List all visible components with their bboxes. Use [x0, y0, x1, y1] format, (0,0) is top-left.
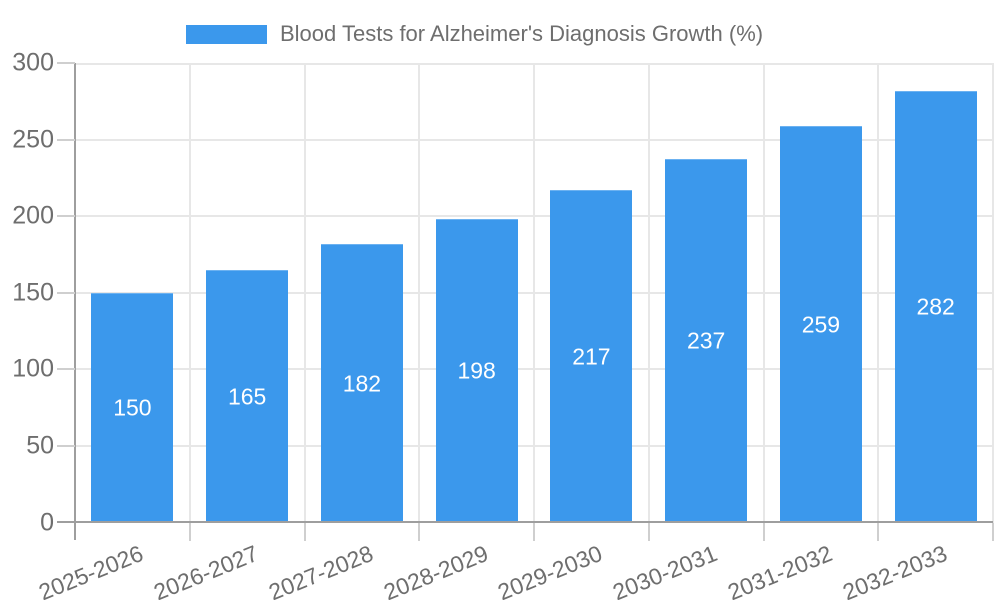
x-tick	[303, 523, 306, 541]
v-gridline	[188, 63, 191, 523]
v-gridline	[533, 63, 535, 523]
x-axis-label: 2026-2027	[150, 540, 262, 600]
y-tick	[57, 215, 75, 218]
bar[interactable]: 182	[320, 243, 403, 523]
y-tick	[57, 368, 75, 371]
y-axis-label: 100	[12, 354, 54, 383]
y-axis-label: 300	[12, 48, 54, 77]
x-tick	[188, 523, 191, 541]
v-gridline	[992, 63, 994, 523]
v-gridline	[647, 63, 650, 523]
v-gridline	[303, 63, 306, 523]
bar[interactable]: 217	[550, 190, 633, 523]
x-tick	[992, 523, 994, 541]
x-axis-label: 2029-2030	[494, 540, 607, 600]
y-axis-label: 150	[12, 278, 54, 307]
y-axis-label: 250	[12, 125, 54, 154]
bar-value-label: 282	[916, 293, 955, 320]
x-tick	[418, 523, 421, 541]
bar-value-label: 217	[572, 343, 611, 370]
bar[interactable]: 237	[665, 159, 748, 523]
bar-value-label: 259	[801, 311, 841, 338]
plot-area: 150 165 182 198 217 237 259 282	[75, 63, 994, 523]
x-axis-label: 2030-2031	[609, 540, 721, 600]
bar-value-label: 237	[686, 327, 726, 354]
v-gridline	[762, 63, 765, 523]
x-tick	[877, 523, 880, 541]
y-tick	[57, 62, 75, 64]
x-axis-label: 2032-2033	[838, 540, 951, 600]
y-axis-label: 0	[40, 508, 54, 536]
bar[interactable]: 150	[91, 292, 174, 523]
x-axis-label: 2031-2032	[723, 540, 836, 600]
y-axis-label: 200	[12, 201, 54, 230]
bar-value-label: 165	[227, 383, 267, 410]
bar[interactable]: 198	[435, 219, 518, 523]
legend[interactable]: Blood Tests for Alzheimer's Diagnosis Gr…	[186, 21, 763, 47]
y-tick	[57, 138, 75, 141]
x-axis-label: 2025-2026	[35, 540, 148, 600]
y-axis-line	[74, 63, 76, 540]
x-tick	[762, 523, 765, 541]
bar[interactable]: 259	[779, 125, 862, 523]
x-axis-label: 2028-2029	[379, 540, 492, 600]
bar-value-label: 198	[457, 357, 496, 384]
bar[interactable]: 165	[206, 269, 289, 523]
legend-label: Blood Tests for Alzheimer's Diagnosis Gr…	[280, 21, 764, 46]
legend-swatch-icon	[186, 24, 267, 44]
x-axis-label: 2027-2028	[264, 540, 377, 600]
bar-value-label: 150	[113, 394, 152, 421]
y-tick	[57, 444, 75, 447]
y-axis-label: 50	[26, 431, 54, 460]
x-tick	[647, 523, 650, 541]
v-gridline	[418, 63, 421, 523]
v-gridline	[877, 63, 880, 523]
y-tick	[57, 291, 75, 294]
bar[interactable]: 282	[894, 90, 977, 523]
bar-value-label: 182	[342, 370, 382, 397]
x-axis-line	[57, 521, 993, 523]
x-tick	[533, 523, 535, 541]
